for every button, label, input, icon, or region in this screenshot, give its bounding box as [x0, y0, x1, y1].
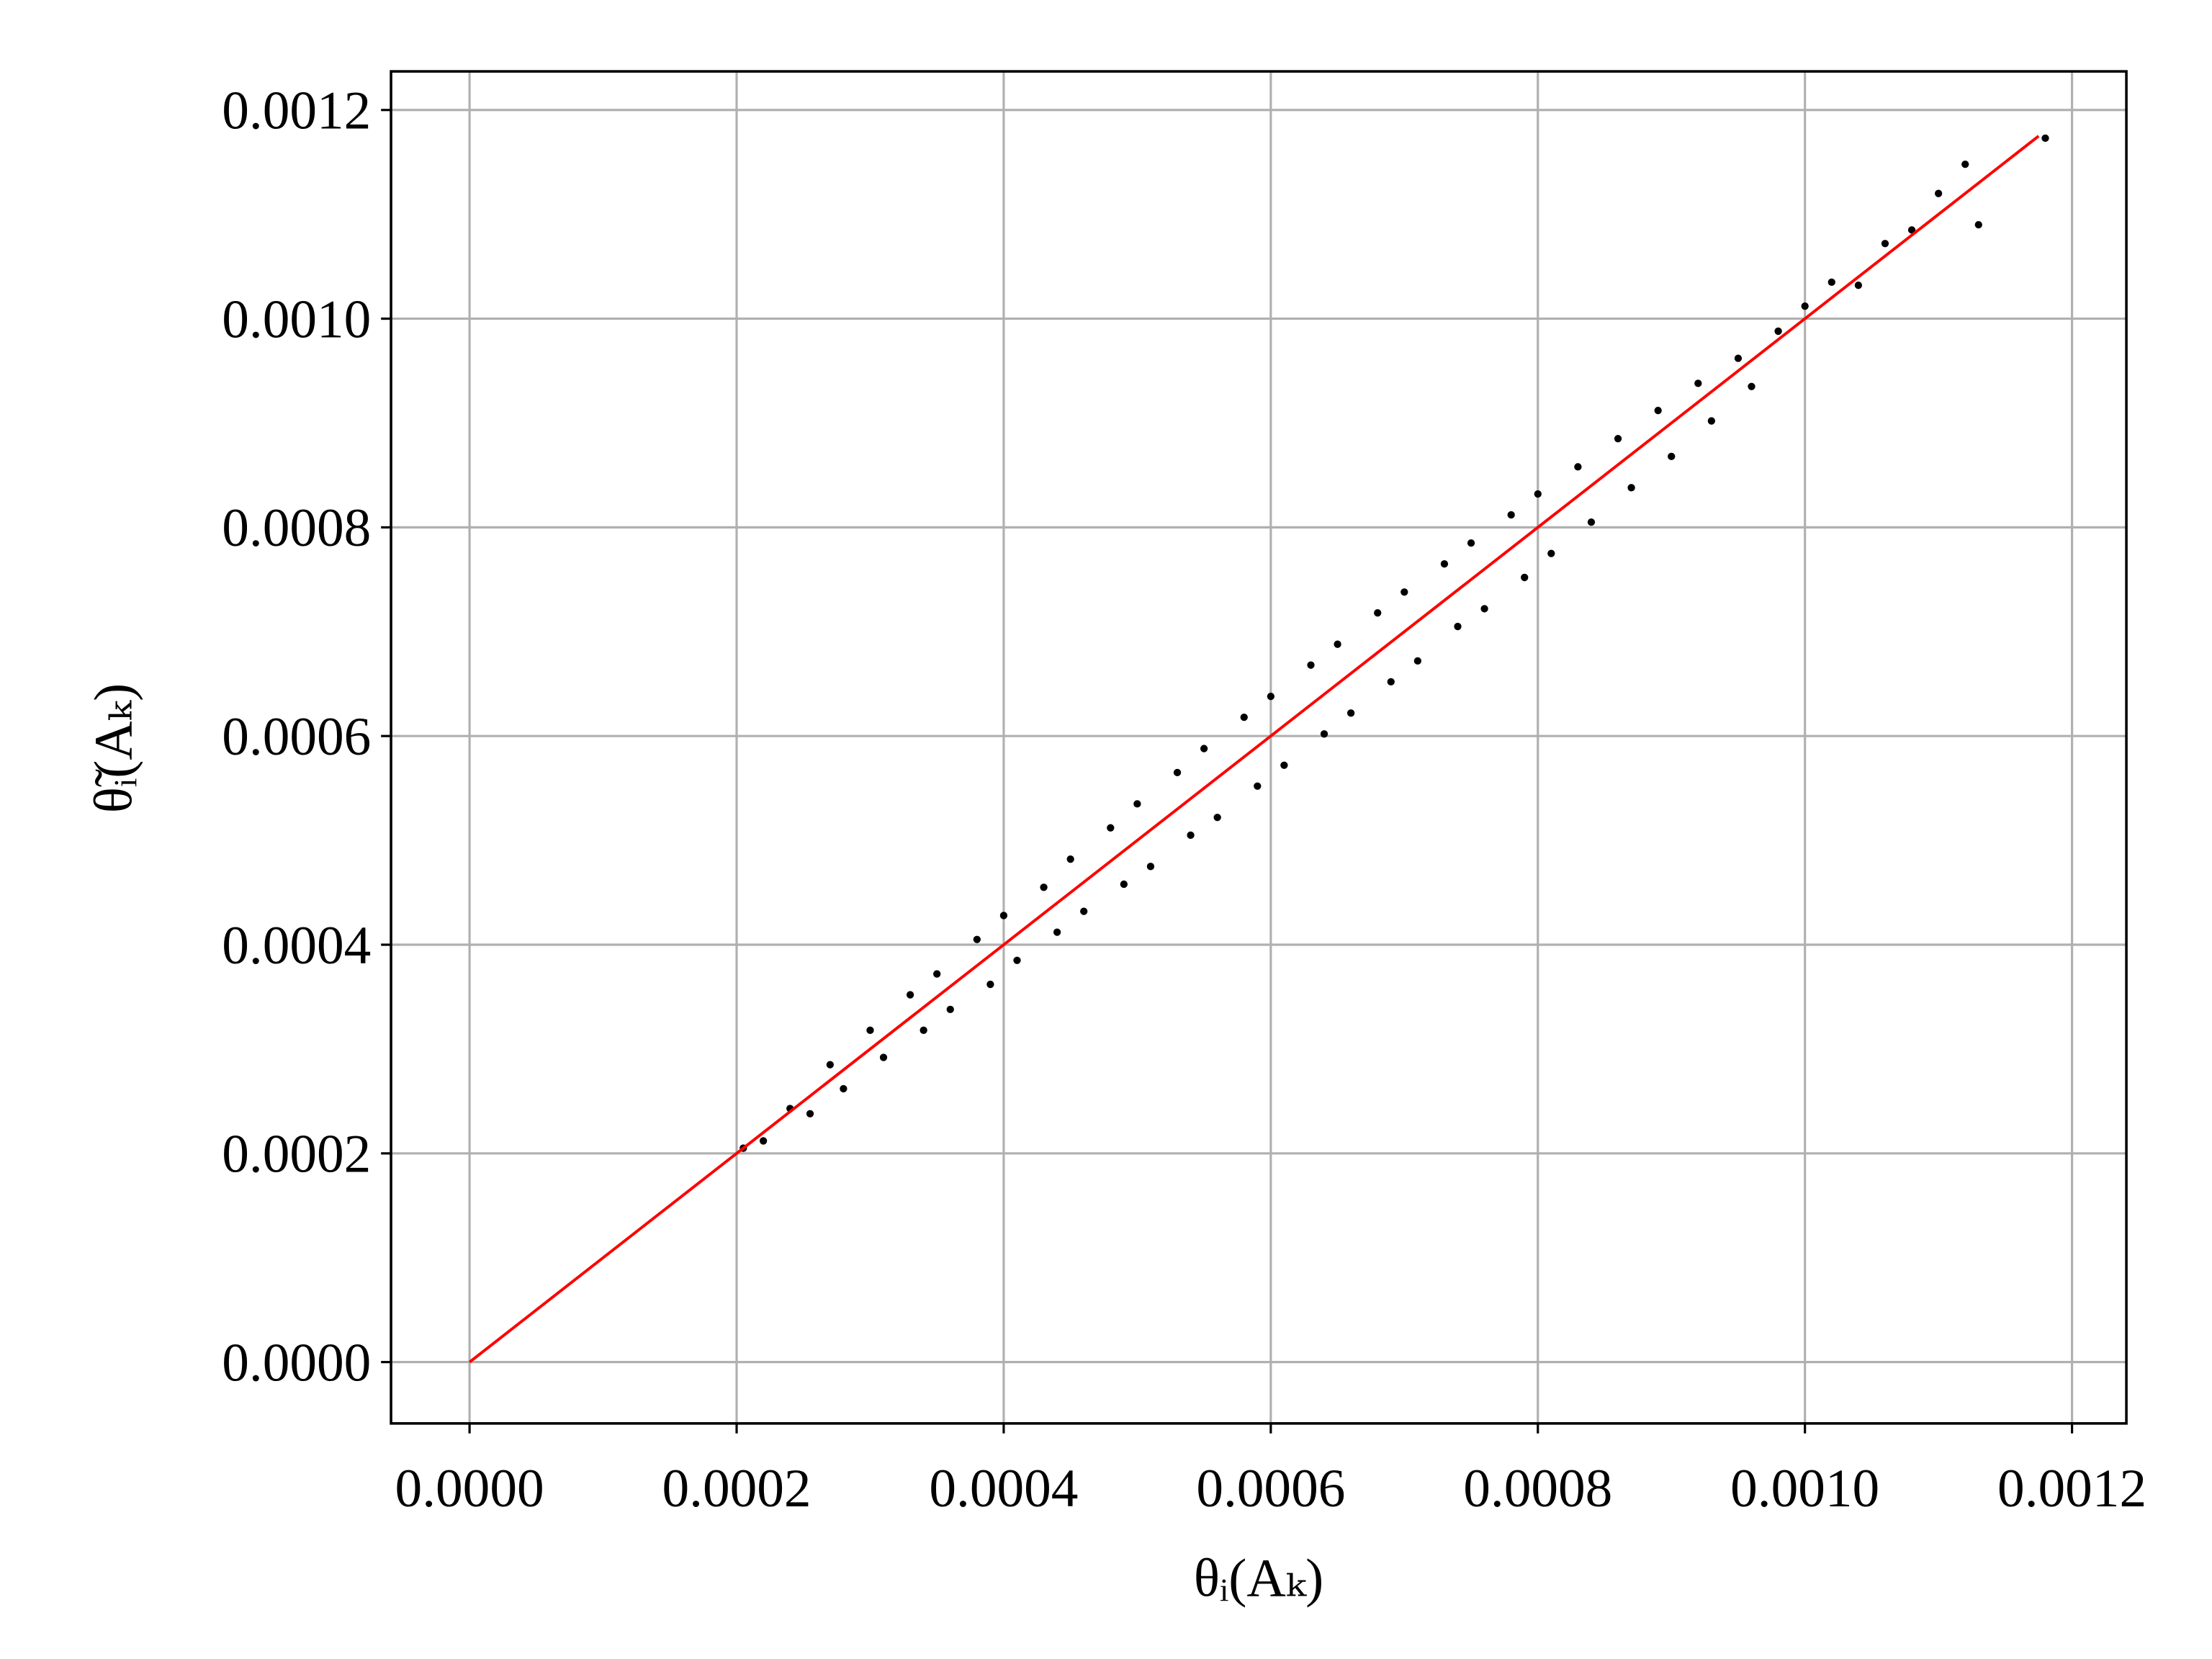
point: [1854, 282, 1863, 289]
x-tick-label: 0.0012: [1997, 1459, 2146, 1519]
y-tick-label: 0.0006: [222, 707, 371, 767]
point: [1346, 709, 1355, 717]
x-tick-label: 0.0000: [395, 1459, 544, 1519]
point: [1827, 278, 1835, 287]
point: [1187, 831, 1195, 840]
point: [1413, 657, 1422, 665]
y-tick-label: 0.0010: [222, 289, 371, 349]
point: [1173, 768, 1182, 777]
point: [920, 1026, 927, 1034]
x-axis-label: θᵢ(Aₖ): [1194, 1549, 1323, 1609]
point: [840, 1084, 848, 1093]
x-tick-label: 0.0002: [662, 1459, 811, 1519]
point: [1587, 518, 1596, 526]
point: [1120, 880, 1128, 889]
point: [1734, 354, 1743, 362]
point: [1440, 559, 1449, 568]
point: [2041, 134, 2049, 143]
line: [468, 135, 2040, 1364]
point: [1213, 814, 1221, 822]
point: [1694, 379, 1702, 387]
x-tick-label: 0.0004: [929, 1459, 1078, 1519]
point: [1334, 640, 1341, 648]
point: [1240, 713, 1248, 721]
point: [1748, 382, 1755, 390]
x-tick-label: 0.0010: [1730, 1459, 1879, 1519]
point: [1627, 484, 1635, 492]
y-tick-label: 0.0002: [222, 1125, 371, 1184]
y-tick-label: 0.0008: [222, 498, 371, 558]
point: [1467, 539, 1475, 547]
x-tick-label: 0.0008: [1463, 1459, 1612, 1519]
point: [759, 1137, 768, 1145]
point: [1907, 226, 1916, 234]
point: [1574, 463, 1582, 471]
point: [1801, 302, 1809, 310]
point: [1200, 745, 1208, 752]
point: [906, 991, 914, 999]
point: [1974, 220, 1982, 229]
point: [1013, 956, 1021, 964]
y-tick-label: 0.0004: [222, 916, 371, 976]
point: [1668, 452, 1676, 461]
point: [1107, 824, 1115, 832]
point: [1654, 406, 1662, 415]
point: [973, 935, 981, 943]
point: [866, 1026, 874, 1034]
point: [1707, 417, 1716, 425]
y-tick-label: 0.0012: [222, 81, 371, 141]
plot-frame: [390, 70, 2128, 1425]
point: [1534, 490, 1542, 498]
x-tick-label: 0.0006: [1196, 1459, 1345, 1519]
point: [879, 1053, 888, 1061]
point: [1280, 761, 1288, 769]
point: [1254, 782, 1262, 790]
point: [999, 912, 1008, 920]
point: [933, 970, 941, 978]
point: [1053, 928, 1061, 936]
point: [1774, 327, 1782, 336]
point: [1320, 730, 1328, 738]
point: [1881, 240, 1889, 248]
point: [1387, 678, 1395, 685]
point: [1146, 863, 1155, 871]
point: [1040, 884, 1048, 891]
point: [1547, 549, 1555, 557]
point: [806, 1110, 814, 1118]
point: [1507, 511, 1515, 519]
y-tick-label: 0.0000: [222, 1333, 371, 1393]
point: [1374, 609, 1382, 617]
point: [1480, 605, 1488, 613]
point: [1454, 622, 1462, 631]
point: [1066, 855, 1074, 863]
point: [1614, 435, 1622, 443]
point: [1521, 573, 1529, 582]
point: [1267, 692, 1275, 701]
y-axis-label: θ̃ᵢ(Aₖ): [84, 683, 143, 813]
point: [1934, 189, 1943, 197]
point: [986, 980, 994, 989]
point: [1401, 588, 1408, 596]
point: [1307, 661, 1315, 669]
point: [1133, 800, 1141, 808]
point: [1961, 160, 1969, 168]
point: [1080, 907, 1088, 915]
point: [826, 1061, 834, 1069]
point: [946, 1005, 954, 1014]
